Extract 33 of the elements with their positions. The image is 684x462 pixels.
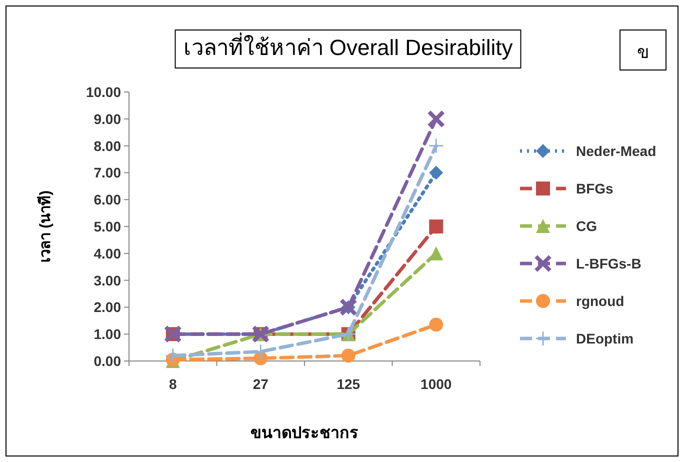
y-tick-label: 4.00 bbox=[94, 245, 122, 262]
point bbox=[429, 318, 444, 332]
point bbox=[341, 348, 356, 363]
legend-label: CG bbox=[576, 218, 598, 234]
y-tick-label: 3.00 bbox=[94, 272, 122, 288]
point bbox=[427, 110, 446, 128]
title: เวลาที่ใช้หาค่า Overall Desirability bbox=[174, 30, 522, 68]
y-tick-label: 1.00 bbox=[94, 326, 122, 342]
y-tick-label: 0.00 bbox=[94, 353, 122, 369]
y-axis-title: เวลา (นาที) bbox=[37, 190, 54, 263]
legend-label: rgnoud bbox=[576, 293, 624, 309]
y-tick-label: 5.00 bbox=[94, 218, 122, 234]
legend-label: BFGs bbox=[576, 180, 614, 196]
point bbox=[429, 220, 444, 234]
point bbox=[428, 138, 444, 154]
chart-title: เวลาที่ใช้หาค่า Overall Desirability bbox=[183, 32, 513, 60]
y-tick-label: 2.00 bbox=[94, 299, 122, 316]
legend-label: DEoptim bbox=[576, 330, 634, 346]
y-tick-label: 10.00 bbox=[86, 84, 122, 100]
x-axis-title: ขนาดประชากร bbox=[250, 425, 358, 442]
point bbox=[429, 166, 444, 180]
x-tick-label: 8 bbox=[168, 376, 177, 392]
x-tick-label: 27 bbox=[252, 376, 269, 392]
x-tick-label: 125 bbox=[336, 376, 360, 392]
x-tick-label: 1000 bbox=[420, 376, 452, 392]
y-tick-label: 9.00 bbox=[94, 110, 122, 127]
annotation: ข bbox=[620, 30, 666, 70]
legend-label: L-BFGs-B bbox=[576, 256, 642, 272]
y-tick-label: 7.00 bbox=[94, 164, 122, 181]
point bbox=[429, 246, 444, 260]
y-tick-label: 8.00 bbox=[94, 138, 122, 154]
legend-label: Neder-Mead bbox=[576, 143, 656, 159]
y-tick-label: 6.00 bbox=[94, 192, 122, 208]
